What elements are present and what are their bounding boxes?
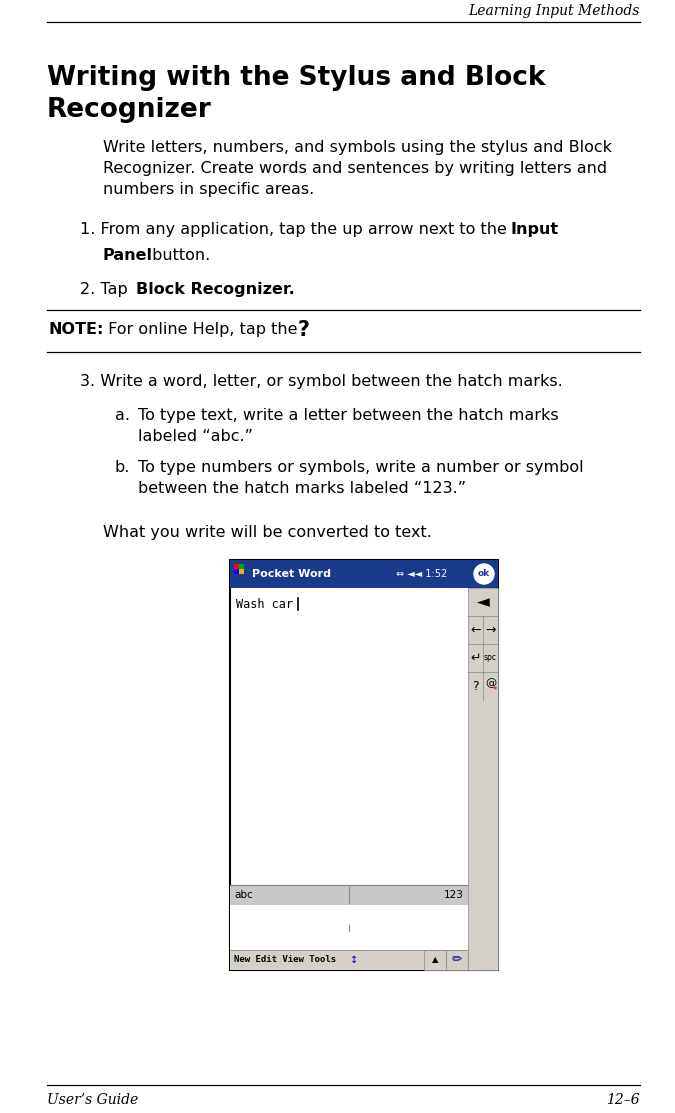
Bar (230, 560, 498, 588)
Text: Panel: Panel (103, 248, 153, 263)
Text: For online Help, tap the: For online Help, tap the (103, 322, 302, 337)
Text: NOTE:: NOTE: (49, 322, 105, 337)
Bar (230, 885, 468, 905)
Text: ↵: ↵ (470, 651, 481, 664)
Text: ?: ? (472, 680, 479, 692)
Circle shape (474, 564, 494, 584)
Bar (424, 951, 446, 971)
Text: User’s Guide: User’s Guide (47, 1093, 138, 1107)
Text: ◄: ◄ (477, 593, 489, 611)
Text: What you write will be converted to text.: What you write will be converted to text… (103, 525, 432, 540)
Bar (468, 588, 498, 971)
Text: b.: b. (115, 460, 130, 475)
Text: @: @ (485, 678, 496, 688)
Text: ok: ok (478, 570, 490, 579)
Text: button.: button. (147, 248, 210, 263)
Text: 3. Write a word, letter, or symbol between the hatch marks.: 3. Write a word, letter, or symbol betwe… (80, 374, 563, 390)
Text: Input: Input (510, 221, 558, 237)
Text: ▲: ▲ (432, 955, 438, 965)
Text: Learning Input Methods: Learning Input Methods (468, 4, 640, 18)
Bar (230, 560, 498, 971)
Bar (230, 951, 468, 971)
Text: ⇔ ◄◄ 1:52: ⇔ ◄◄ 1:52 (396, 569, 448, 579)
Text: To type text, write a letter between the hatch marks
labeled “abc.”: To type text, write a letter between the… (138, 408, 559, 444)
Text: Write letters, numbers, and symbols using the stylus and Block
Recognizer. Creat: Write letters, numbers, and symbols usin… (103, 140, 612, 197)
Text: Block Recognizer.: Block Recognizer. (136, 282, 295, 297)
Text: ?: ? (298, 321, 310, 339)
Text: ←: ← (470, 623, 481, 637)
Bar (446, 951, 468, 971)
Text: spc: spc (484, 653, 497, 662)
Text: Pocket Word: Pocket Word (252, 569, 331, 579)
Bar (234, 569, 239, 574)
Text: To type numbers or symbols, write a number or symbol
between the hatch marks lab: To type numbers or symbols, write a numb… (138, 460, 584, 496)
Text: 1. From any application, tap the up arrow next to the: 1. From any application, tap the up arro… (80, 221, 512, 237)
Bar (230, 905, 468, 951)
Bar (239, 569, 244, 574)
Bar (239, 564, 244, 569)
Text: 12–6: 12–6 (606, 1093, 640, 1107)
Bar (234, 564, 239, 569)
Text: abc: abc (234, 890, 252, 900)
Text: Writing with the Stylus and Block: Writing with the Stylus and Block (47, 65, 545, 91)
Text: ✏: ✏ (452, 954, 462, 966)
Text: →: → (485, 623, 495, 637)
Text: Wash car: Wash car (236, 598, 293, 611)
Text: 123: 123 (444, 890, 464, 900)
Text: Recognizer: Recognizer (47, 97, 212, 124)
Text: 2. Tap: 2. Tap (80, 282, 133, 297)
Text: New Edit View Tools: New Edit View Tools (234, 955, 336, 965)
Text: *: * (492, 686, 497, 695)
Text: ↕: ↕ (350, 955, 358, 965)
Text: a.: a. (115, 408, 130, 423)
